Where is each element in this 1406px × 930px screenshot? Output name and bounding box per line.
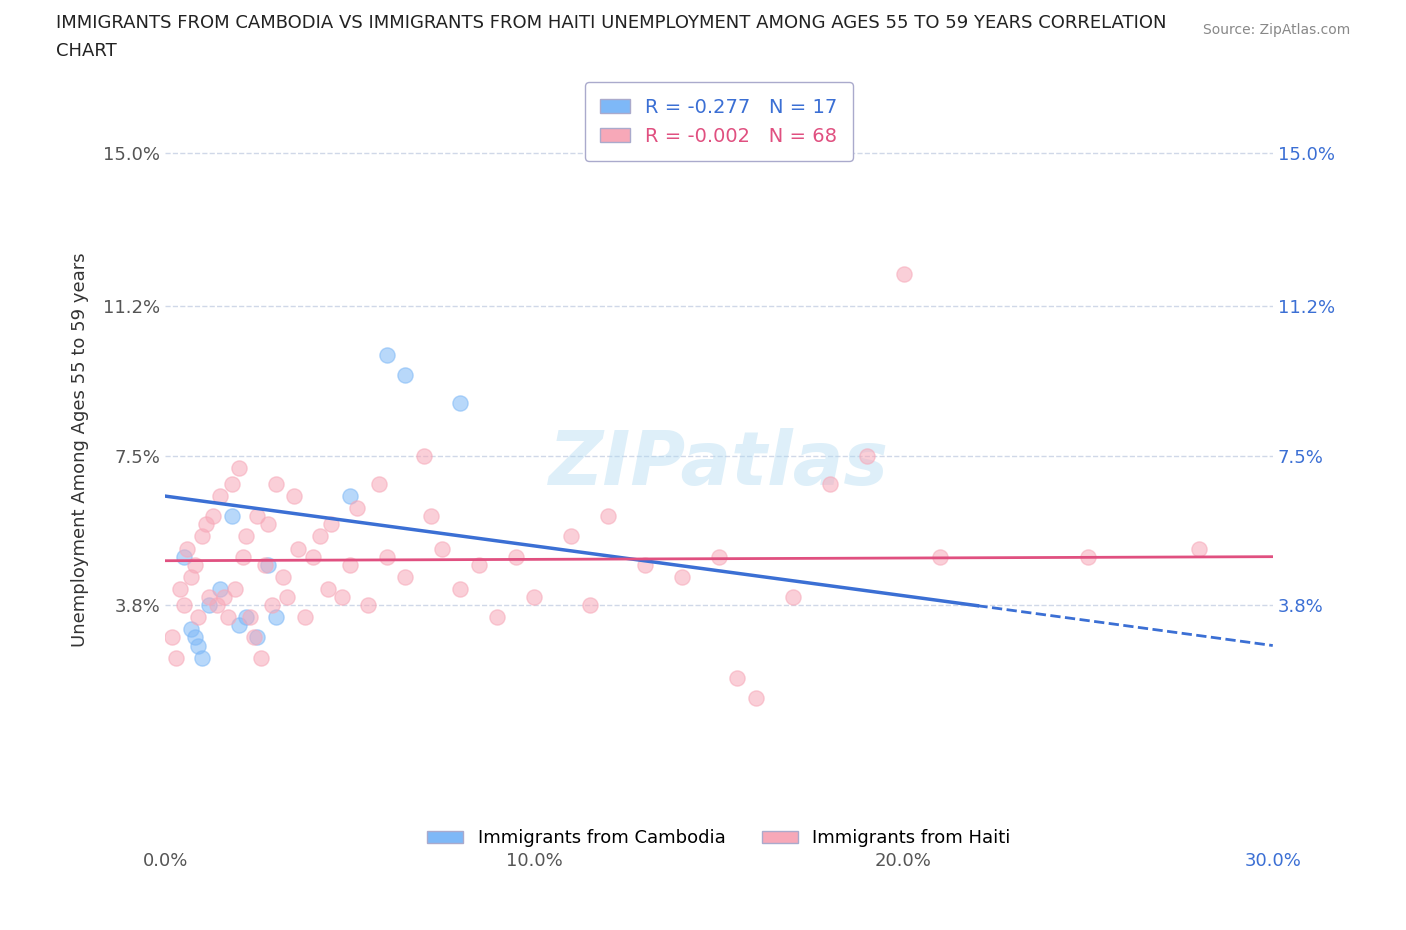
- Point: [173, 550, 195, 565]
- Point: [165, 650, 187, 665]
- Text: ZIPatlas: ZIPatlas: [548, 428, 889, 501]
- Point: [239, 610, 262, 625]
- Point: [246, 630, 269, 644]
- Point: [264, 476, 287, 491]
- Point: [578, 598, 600, 613]
- Point: [180, 569, 202, 584]
- Point: [262, 598, 284, 613]
- Point: [450, 581, 472, 596]
- Point: [929, 550, 952, 565]
- Point: [183, 557, 205, 572]
- Point: [782, 590, 804, 604]
- Point: [209, 488, 232, 503]
- Point: [250, 650, 273, 665]
- Point: [316, 581, 339, 596]
- Point: [228, 460, 250, 475]
- Point: [283, 488, 305, 503]
- Point: [191, 529, 214, 544]
- Point: [187, 638, 209, 653]
- Point: [221, 509, 243, 524]
- Point: [375, 550, 398, 565]
- Point: [309, 529, 332, 544]
- Point: [339, 557, 361, 572]
- Point: [818, 476, 841, 491]
- Point: [505, 550, 527, 565]
- Point: [212, 590, 235, 604]
- Point: [707, 550, 730, 565]
- Point: [235, 610, 257, 625]
- Point: [855, 448, 877, 463]
- Point: [205, 598, 228, 613]
- Point: [321, 517, 343, 532]
- Point: [294, 610, 316, 625]
- Point: [264, 610, 287, 625]
- Point: [253, 557, 276, 572]
- Point: [287, 541, 309, 556]
- Point: [228, 618, 250, 632]
- Point: [1188, 541, 1211, 556]
- Point: [468, 557, 491, 572]
- Point: [276, 590, 298, 604]
- Point: [394, 569, 416, 584]
- Point: [745, 691, 768, 706]
- Legend: Immigrants from Cambodia, Immigrants from Haiti: Immigrants from Cambodia, Immigrants fro…: [420, 822, 1018, 855]
- Point: [486, 610, 509, 625]
- Point: [209, 581, 232, 596]
- Point: [187, 610, 209, 625]
- Point: [375, 347, 398, 362]
- Point: [893, 267, 915, 282]
- Point: [162, 630, 184, 644]
- Text: 30.0%: 30.0%: [1244, 852, 1301, 870]
- Text: IMMIGRANTS FROM CAMBODIA VS IMMIGRANTS FROM HAITI UNEMPLOYMENT AMONG AGES 55 TO : IMMIGRANTS FROM CAMBODIA VS IMMIGRANTS F…: [56, 14, 1167, 32]
- Point: [560, 529, 582, 544]
- Point: [330, 590, 353, 604]
- Point: [671, 569, 693, 584]
- Point: [183, 630, 205, 644]
- Text: CHART: CHART: [56, 42, 117, 60]
- Point: [430, 541, 453, 556]
- Point: [173, 598, 195, 613]
- Point: [634, 557, 657, 572]
- Y-axis label: Unemployment Among Ages 55 to 59 years: Unemployment Among Ages 55 to 59 years: [72, 252, 89, 647]
- Point: [257, 517, 280, 532]
- Point: [217, 610, 239, 625]
- Point: [1077, 550, 1099, 565]
- Point: [232, 550, 254, 565]
- Point: [198, 598, 221, 613]
- Point: [180, 622, 202, 637]
- Point: [301, 550, 323, 565]
- Point: [246, 509, 269, 524]
- Point: [198, 590, 221, 604]
- Point: [420, 509, 443, 524]
- Point: [242, 630, 264, 644]
- Point: [357, 598, 380, 613]
- Point: [176, 541, 198, 556]
- Text: 10.0%: 10.0%: [506, 852, 562, 870]
- Point: [450, 396, 472, 411]
- Point: [339, 488, 361, 503]
- Point: [346, 500, 368, 515]
- Point: [202, 509, 225, 524]
- Point: [221, 476, 243, 491]
- Point: [235, 529, 257, 544]
- Text: 20.0%: 20.0%: [875, 852, 932, 870]
- Point: [412, 448, 434, 463]
- Point: [523, 590, 546, 604]
- Point: [725, 671, 748, 685]
- Point: [394, 367, 416, 382]
- Text: 0.0%: 0.0%: [142, 852, 188, 870]
- Point: [368, 476, 391, 491]
- Point: [598, 509, 620, 524]
- Point: [224, 581, 246, 596]
- Point: [194, 517, 217, 532]
- Point: [257, 557, 280, 572]
- Point: [191, 650, 214, 665]
- Point: [169, 581, 191, 596]
- Text: Source: ZipAtlas.com: Source: ZipAtlas.com: [1202, 23, 1350, 37]
- Point: [271, 569, 294, 584]
